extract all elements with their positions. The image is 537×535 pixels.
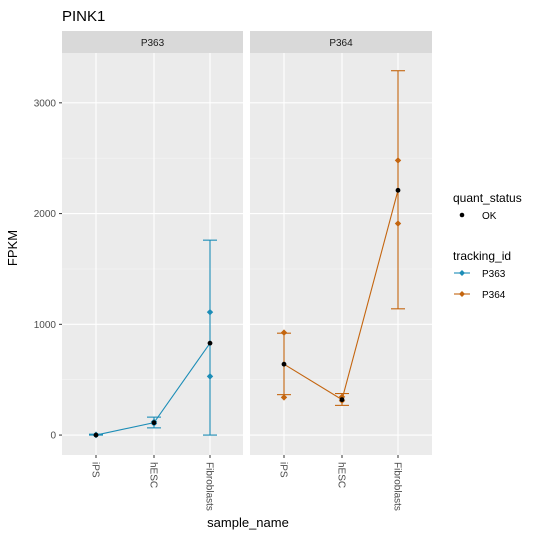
chart-title: PINK1 [62,8,105,25]
legend-item-label: P364 [482,290,506,301]
facet-panel-p363: P363 iPS hESC Fibroblasts [62,31,243,511]
facet-strip [250,31,432,53]
facet-strip [62,31,243,53]
x-tick-label: iPS [278,462,289,478]
y-tick-label: 1000 [34,320,57,331]
y-tick-label: 3000 [34,98,57,109]
x-tick-label: Fibroblasts [204,462,215,511]
legend-item-label: OK [482,211,497,222]
x-tick-label: hESC [148,462,159,488]
legend-title: tracking_id [453,249,511,263]
y-tick-label: 2000 [34,209,57,220]
x-axis-label: sample_name [207,515,289,530]
mean-point [395,187,401,193]
replicate-point [394,220,402,227]
legend-key-point [459,291,465,297]
mean-point [207,340,213,346]
mean-point [339,397,345,403]
x-tick-label: hESC [336,462,347,488]
facet-strip-label: P363 [141,38,165,49]
legend-key-point [459,212,465,218]
facet-strip-label: P364 [329,38,353,49]
replicate-point [206,373,214,380]
legend-item-label: P363 [482,269,506,280]
legend-title: quant_status [453,191,522,205]
y-tick-label: 0 [50,431,56,442]
replicate-point [280,329,288,336]
replicate-point [280,394,288,401]
facet-panel-p364: P364 iPS hESC Fibroblasts [250,31,432,511]
mean-point [93,432,99,438]
y-axis-label: FPKM [5,230,20,266]
mean-point [281,361,287,367]
replicate-point [206,308,214,316]
replicate-point [394,157,402,164]
panel-background [62,53,243,455]
panel-background [250,53,432,455]
legend-key-point [459,270,465,276]
x-tick-label: iPS [90,462,101,478]
x-tick-label: Fibroblasts [392,462,403,511]
mean-point [151,420,157,426]
